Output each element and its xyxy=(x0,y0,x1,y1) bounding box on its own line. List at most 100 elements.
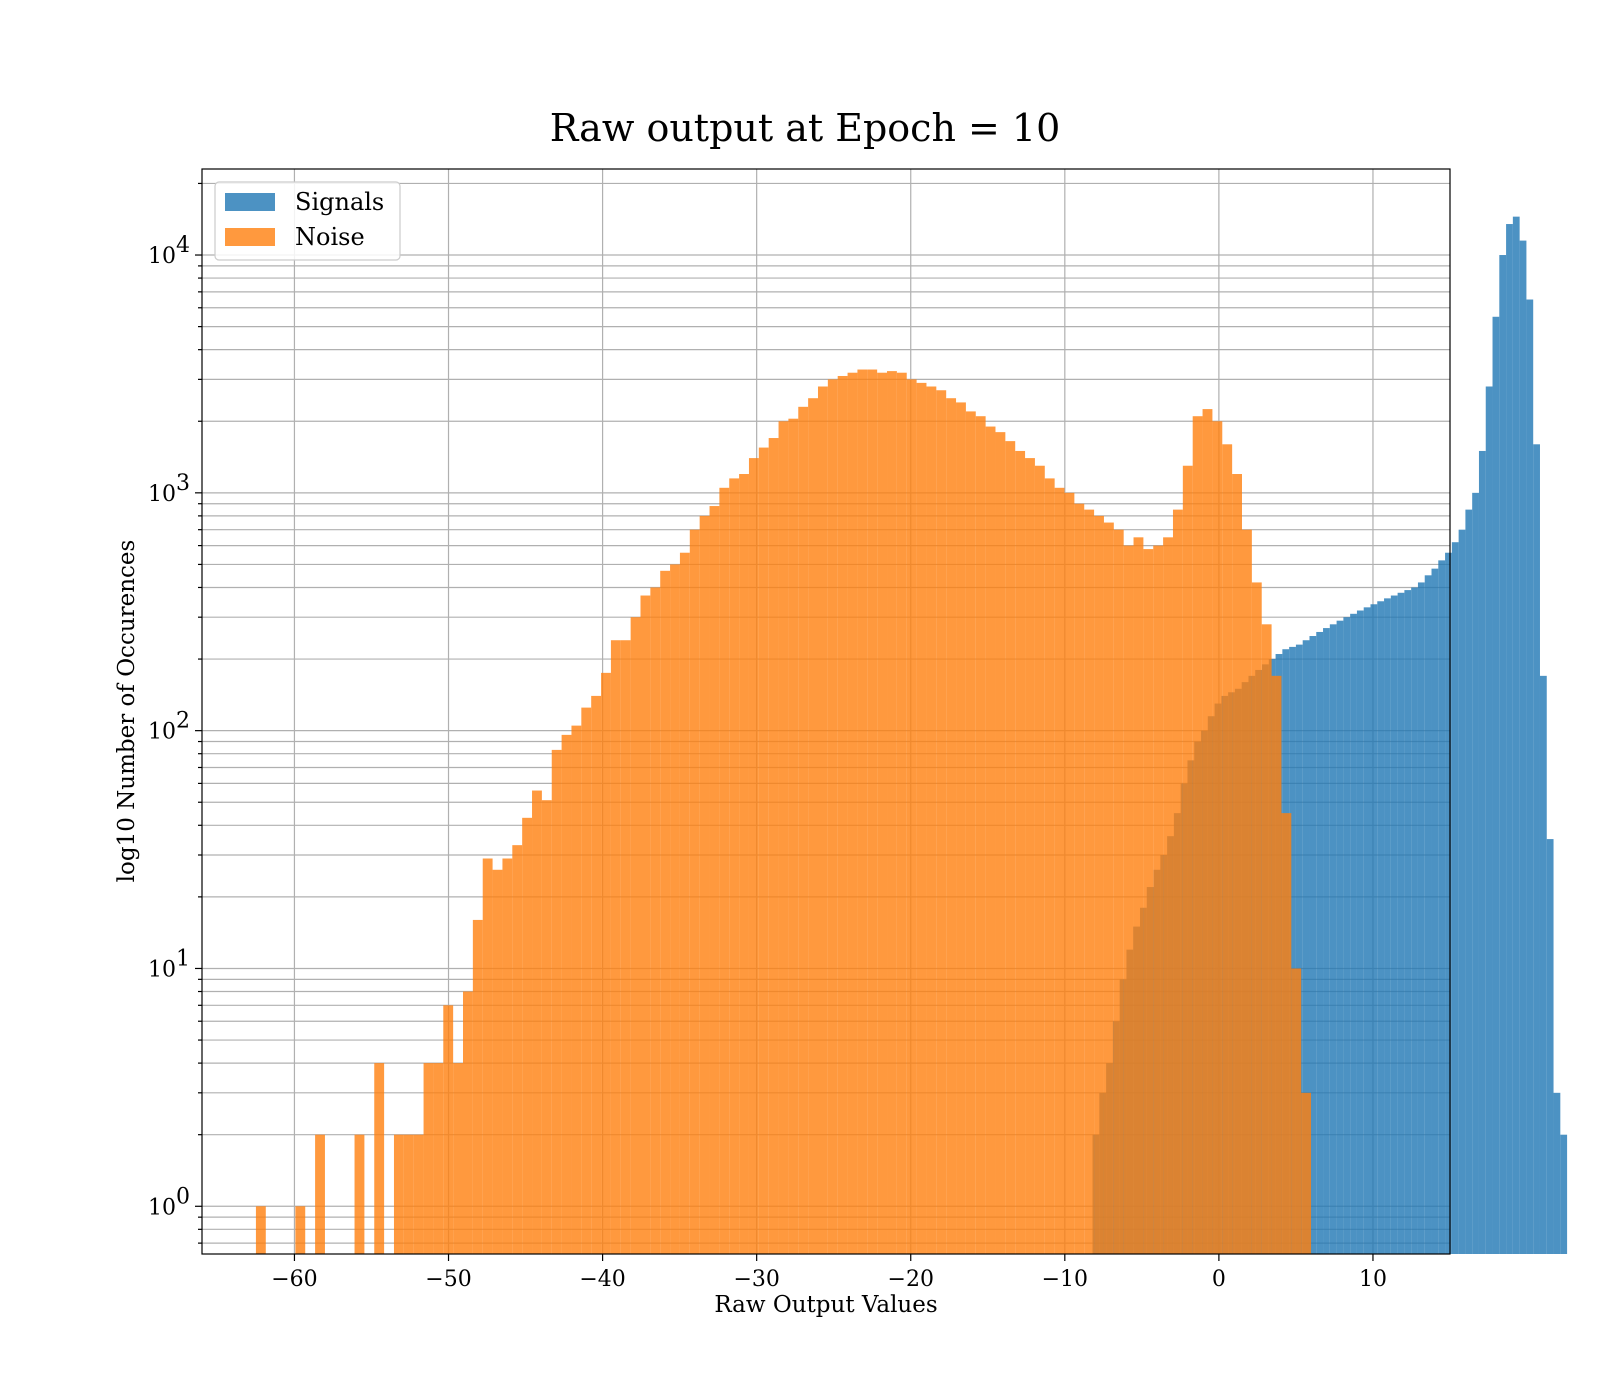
bar-signals xyxy=(1309,636,1317,1254)
bar-signals xyxy=(1492,316,1500,1254)
bar-noise xyxy=(1261,624,1272,1254)
bar-signals xyxy=(1295,644,1303,1254)
bar-signals xyxy=(1526,299,1534,1254)
legend-label-noise: Noise xyxy=(295,223,365,251)
bar-noise xyxy=(995,432,1006,1254)
bar-noise xyxy=(482,858,493,1254)
bar-noise xyxy=(1143,549,1154,1254)
bar-noise xyxy=(610,640,621,1254)
y-tick-label-exponent: 1 xyxy=(176,946,190,971)
bar-noise xyxy=(601,672,611,1254)
bar-noise xyxy=(1123,545,1134,1254)
bar-signals xyxy=(1370,604,1378,1254)
x-tick-label: −10 xyxy=(1042,1267,1088,1292)
bar-noise xyxy=(1005,441,1016,1254)
bar-noise xyxy=(1054,487,1065,1254)
legend-swatch-signals xyxy=(225,193,275,211)
bar-signals xyxy=(1329,624,1337,1254)
bar-noise xyxy=(729,478,740,1254)
bar-noise xyxy=(1251,582,1262,1254)
bar-noise xyxy=(1232,474,1242,1254)
bar-noise xyxy=(581,707,592,1254)
bar-signals xyxy=(1478,450,1486,1255)
bar-noise xyxy=(798,406,809,1254)
x-tick-label: 10 xyxy=(1359,1267,1387,1292)
bar-noise xyxy=(768,438,779,1254)
x-tick-label: −50 xyxy=(425,1267,471,1292)
bar-noise xyxy=(1242,529,1252,1254)
bar-noise xyxy=(453,1063,464,1254)
bar-noise xyxy=(403,1134,414,1254)
y-tick-label: 10 xyxy=(148,1195,176,1220)
bar-signals xyxy=(1560,1134,1568,1254)
chart-title: Raw output at Epoch = 10 xyxy=(550,106,1061,150)
bar-signals xyxy=(1512,216,1520,1254)
bar-noise xyxy=(541,800,552,1254)
bar-signals xyxy=(1438,560,1446,1254)
bar-noise xyxy=(1182,465,1193,1254)
legend-swatch-noise xyxy=(225,228,275,246)
bar-noise xyxy=(739,474,749,1254)
bar-noise xyxy=(758,447,769,1254)
bar-noise xyxy=(551,749,562,1254)
bar-noise xyxy=(374,1063,385,1254)
bar-noise xyxy=(778,421,789,1254)
bar-noise xyxy=(413,1134,424,1254)
bar-noise xyxy=(965,411,976,1254)
bar-signals xyxy=(1316,631,1324,1254)
bar-signals xyxy=(1350,613,1357,1254)
bar-noise xyxy=(1153,545,1164,1254)
bar-noise xyxy=(1015,450,1026,1255)
bar-noise xyxy=(946,398,957,1254)
bar-noise xyxy=(699,515,710,1254)
bar-noise xyxy=(393,1134,404,1254)
bar-noise xyxy=(1133,537,1144,1254)
bar-signals xyxy=(1302,640,1310,1254)
x-tick-label: 0 xyxy=(1212,1267,1226,1292)
bar-signals xyxy=(1390,595,1398,1254)
bar-noise xyxy=(423,1063,434,1254)
bar-noise xyxy=(660,570,671,1254)
legend: Signals Noise xyxy=(214,181,401,261)
y-axis-label: log10 Number of Occurences xyxy=(114,540,140,883)
y-tick-label-exponent: 3 xyxy=(176,471,190,496)
bar-noise xyxy=(1222,444,1233,1254)
bar-noise xyxy=(354,1134,365,1254)
bar-signals xyxy=(1431,568,1439,1254)
bar-noise xyxy=(808,398,818,1254)
bar-signals xyxy=(1539,675,1547,1254)
bar-noise xyxy=(719,487,730,1254)
bar-signals xyxy=(1363,607,1371,1254)
bar-noise xyxy=(847,372,858,1254)
bar-noise xyxy=(295,1206,306,1254)
y-tick-label: 10 xyxy=(148,720,176,745)
bar-noise xyxy=(620,640,631,1254)
bar-noise xyxy=(522,817,533,1254)
bar-noise xyxy=(512,845,523,1254)
bar-noise xyxy=(817,386,828,1255)
bar-signals xyxy=(1289,646,1296,1254)
bar-noise xyxy=(916,382,927,1255)
bar-noise xyxy=(936,390,947,1255)
legend-label-signals: Signals xyxy=(295,188,384,216)
bar-noise xyxy=(1034,465,1045,1254)
bar-noise xyxy=(561,734,572,1254)
bar-noise xyxy=(1271,675,1282,1254)
bar-signals xyxy=(1384,598,1391,1254)
y-tick-label: 10 xyxy=(148,482,176,507)
bar-noise xyxy=(748,458,759,1254)
bar-noise xyxy=(827,379,838,1254)
bar-noise xyxy=(1094,515,1104,1254)
bar-signals xyxy=(1404,590,1412,1254)
bar-signals xyxy=(1458,529,1466,1254)
bar-signals xyxy=(1533,444,1540,1254)
bar-signals xyxy=(1411,587,1418,1254)
bar-signals xyxy=(1343,617,1351,1254)
bar-noise xyxy=(1084,509,1095,1254)
bar-signals xyxy=(1546,839,1554,1254)
bar-noise xyxy=(896,372,907,1254)
bar-noise xyxy=(1064,492,1075,1254)
bar-signals xyxy=(1397,592,1405,1254)
bar-signals xyxy=(1445,552,1452,1254)
